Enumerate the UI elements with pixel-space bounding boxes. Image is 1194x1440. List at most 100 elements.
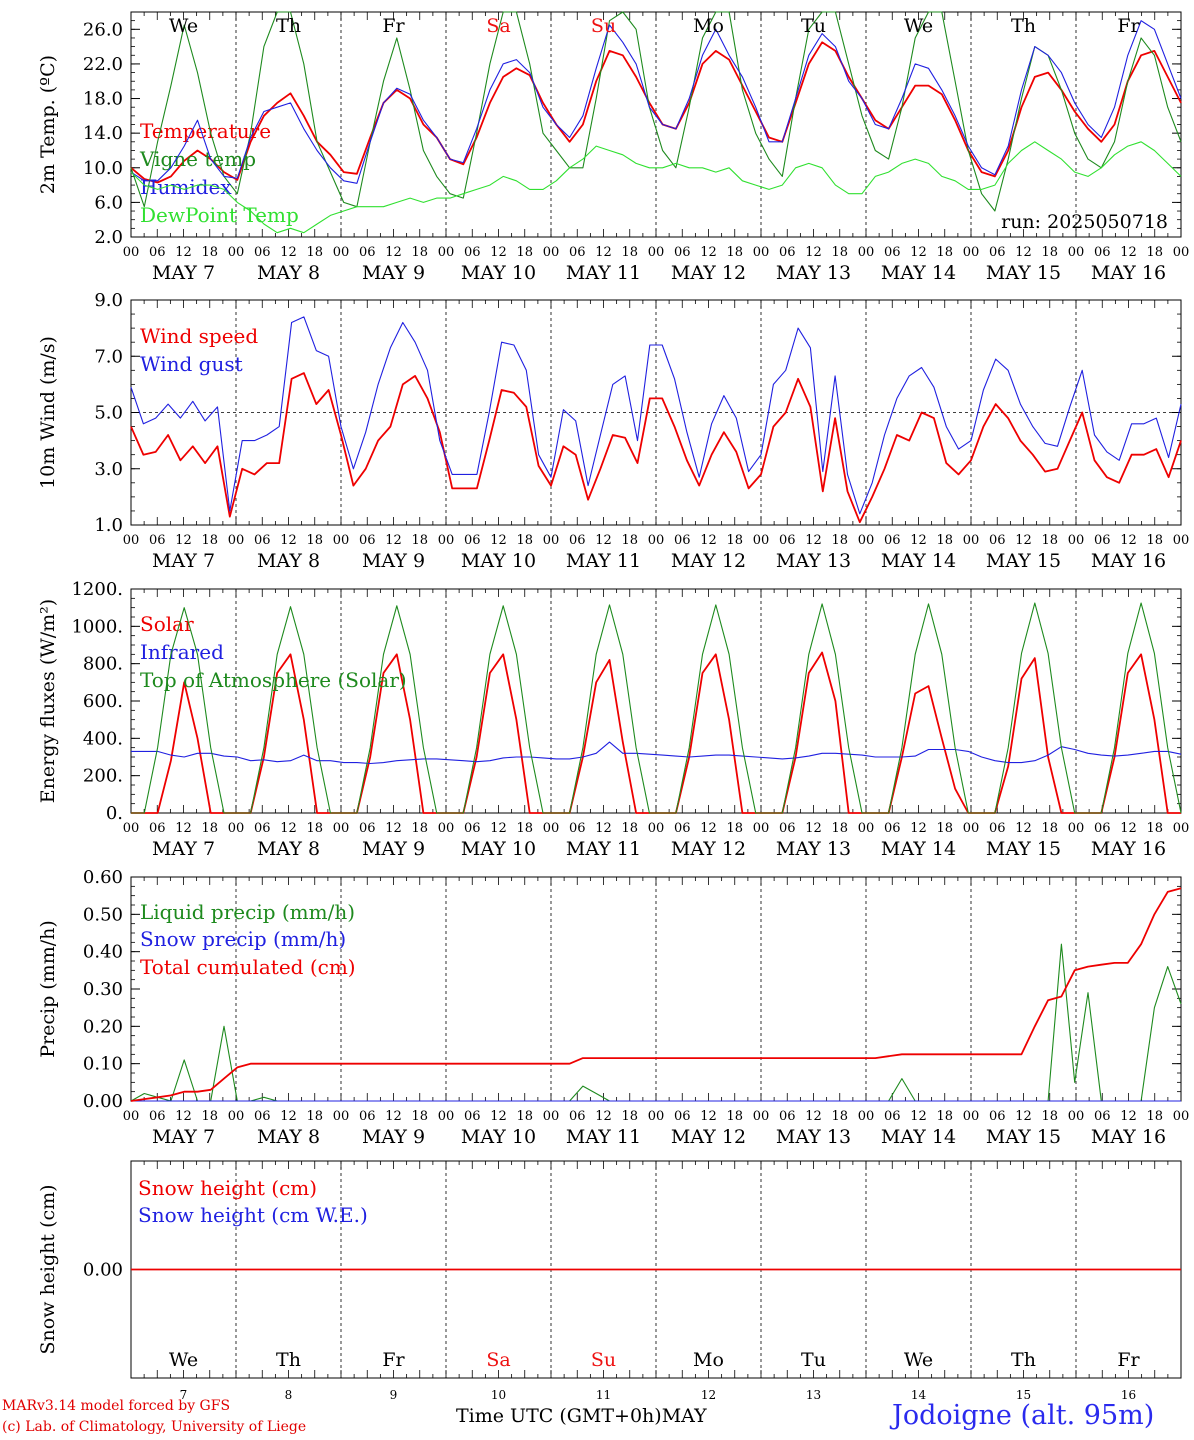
hour-label: 12 — [280, 533, 297, 548]
y-axis-label: Energy fluxes (W/m²) — [37, 599, 59, 803]
y-tick-label: 22.0 — [83, 54, 123, 75]
hour-label: 12 — [175, 245, 192, 260]
panel-4: 0.00 0.10 0.20 0.30 0.40 0.50 0.60 Precip (mm/h… — [37, 867, 1189, 1148]
hour-label: 18 — [1146, 1109, 1163, 1124]
y-tick-label: 2.0 — [94, 227, 123, 248]
hour-label: 18 — [201, 245, 218, 260]
hour-label: 12 — [805, 1109, 822, 1124]
hour-label: 18 — [411, 533, 428, 548]
hour-label: 06 — [359, 821, 376, 836]
hour-label: 12 — [280, 1109, 297, 1124]
hour-label: 00 — [648, 533, 665, 548]
y-tick-label: 0. — [106, 803, 123, 824]
hour-label: 06 — [1094, 1109, 1111, 1124]
date-label: MAY 15 — [986, 262, 1061, 284]
date-label: MAY 11 — [566, 838, 641, 860]
date-label: MAY 12 — [671, 1126, 746, 1148]
y-tick-label: 0.50 — [83, 904, 123, 925]
hour-label: 00 — [858, 533, 875, 548]
hour-label: 06 — [254, 821, 271, 836]
hour-label: 18 — [831, 1109, 848, 1124]
hour-label: 06 — [674, 821, 691, 836]
day-number: 11 — [596, 1388, 611, 1402]
y-tick-label: 9.0 — [94, 290, 123, 311]
y-tick-label: 600. — [83, 691, 123, 712]
hour-label: 12 — [700, 1109, 717, 1124]
date-label: MAY 9 — [362, 262, 425, 284]
hour-label: 06 — [884, 245, 901, 260]
legend-entry: Snow precip (mm/h) — [140, 927, 346, 951]
hour-label: 12 — [1120, 1109, 1137, 1124]
hour-label: 06 — [1094, 821, 1111, 836]
date-label: MAY 11 — [566, 550, 641, 572]
date-label: MAY 8 — [257, 262, 320, 284]
y-tick-label: 0.20 — [83, 1016, 123, 1037]
hour-label: 06 — [989, 1109, 1006, 1124]
day-name: Sa — [486, 15, 510, 37]
day-name: Sa — [486, 1349, 510, 1371]
hour-label: 00 — [963, 1109, 980, 1124]
model-credit: MARv3.14 model forced by GFS — [2, 1398, 231, 1414]
series-line-temperature — [130, 41, 1182, 184]
hour-label: 06 — [779, 821, 796, 836]
day-name: We — [904, 15, 933, 37]
hour-label: 18 — [411, 245, 428, 260]
legend-entry: Top of Atmosphere (Solar) — [140, 668, 407, 692]
hour-label: 06 — [464, 821, 481, 836]
day-name: Th — [276, 15, 301, 37]
hour-label: 00 — [123, 1109, 140, 1124]
hour-label: 00 — [333, 533, 350, 548]
hour-label: 12 — [910, 1109, 927, 1124]
date-label: MAY 15 — [986, 1126, 1061, 1148]
y-axis-label: 10m Wind (m/s) — [37, 336, 59, 489]
hour-label: 12 — [175, 821, 192, 836]
y-axis-label: Precip (mm/h) — [37, 920, 59, 1058]
hour-label: 12 — [1015, 821, 1032, 836]
y-axis-label: Snow height (cm) — [37, 1184, 59, 1354]
hour-label: 00 — [228, 1109, 245, 1124]
hour-label: 12 — [280, 821, 297, 836]
y-tick-label: 1000. — [71, 616, 123, 637]
hour-label: 06 — [569, 245, 586, 260]
hour-label: 00 — [333, 821, 350, 836]
hour-label: 00 — [648, 245, 665, 260]
hour-label: 06 — [359, 1109, 376, 1124]
y-tick-label: 7.0 — [94, 346, 123, 367]
hour-label: 00 — [753, 533, 770, 548]
hour-label: 06 — [359, 533, 376, 548]
panel-3: 0. 200. 400. 600. 800. 1000. 1200. Energy fluxe… — [37, 579, 1189, 860]
day-number: 9 — [390, 1388, 398, 1402]
hour-label: 12 — [805, 533, 822, 548]
series-line-total-cumulated-cm- — [130, 887, 1182, 1102]
hour-label: 00 — [543, 821, 560, 836]
day-number: 8 — [285, 1388, 293, 1402]
day-name: Mo — [693, 15, 724, 37]
hour-label: 00 — [753, 821, 770, 836]
y-tick-label: 800. — [83, 654, 123, 675]
hour-label: 00 — [333, 245, 350, 260]
day-number: 15 — [1016, 1388, 1031, 1402]
hour-label: 12 — [700, 821, 717, 836]
date-label: MAY 12 — [671, 838, 746, 860]
hour-label: 00 — [438, 245, 455, 260]
hour-label: 06 — [674, 1109, 691, 1124]
hour-label: 18 — [621, 1109, 638, 1124]
plot-frame — [130, 588, 1182, 814]
y-tick-label: 10.0 — [83, 158, 123, 179]
hour-label: 06 — [1094, 245, 1111, 260]
hour-label: 18 — [621, 821, 638, 836]
hour-label: 18 — [411, 1109, 428, 1124]
legend-entry: Infrared — [140, 640, 224, 664]
hour-label: 00 — [438, 821, 455, 836]
day-name: Fr — [382, 15, 405, 37]
legend-entry: Vigne temp — [139, 147, 256, 171]
day-name: Th — [1011, 1349, 1036, 1371]
hour-label: 06 — [1094, 533, 1111, 548]
hour-label: 00 — [1068, 1109, 1085, 1124]
hour-label: 12 — [700, 245, 717, 260]
hour-label: 12 — [175, 1109, 192, 1124]
x-axis-label: Time UTC (GMT+0h)MAY — [456, 1405, 707, 1427]
hour-label: 00 — [123, 245, 140, 260]
y-tick-label: 0.00 — [83, 1260, 123, 1281]
date-label: MAY 10 — [461, 262, 536, 284]
